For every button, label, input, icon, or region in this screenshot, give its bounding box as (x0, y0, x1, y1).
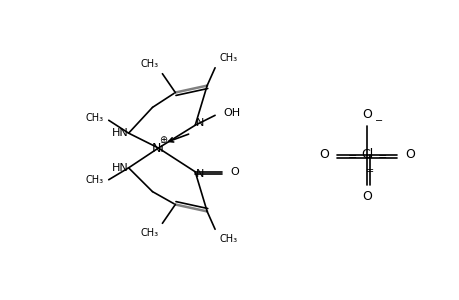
Text: −: − (374, 116, 382, 126)
Text: O: O (404, 148, 414, 161)
Text: O: O (230, 167, 238, 177)
Text: =: = (347, 152, 356, 162)
Text: O: O (361, 190, 371, 202)
Text: CH₃: CH₃ (140, 228, 158, 238)
Text: ⊕: ⊕ (159, 135, 167, 145)
Text: Cl: Cl (360, 148, 373, 161)
Text: HN: HN (112, 163, 129, 173)
Text: Ni: Ni (151, 142, 164, 154)
Text: CH₃: CH₃ (85, 175, 104, 185)
Text: HN: HN (112, 128, 129, 138)
Text: CH₃: CH₃ (85, 113, 104, 123)
Text: OH: OH (223, 108, 240, 118)
Text: N: N (196, 118, 204, 128)
Text: O: O (361, 108, 371, 121)
Text: CH₃: CH₃ (218, 53, 237, 63)
Text: CH₃: CH₃ (140, 59, 158, 69)
Text: =: = (365, 166, 374, 176)
Text: N: N (196, 169, 204, 179)
Text: O: O (319, 148, 329, 161)
Text: =: = (376, 152, 386, 162)
Text: CH₃: CH₃ (218, 234, 237, 244)
